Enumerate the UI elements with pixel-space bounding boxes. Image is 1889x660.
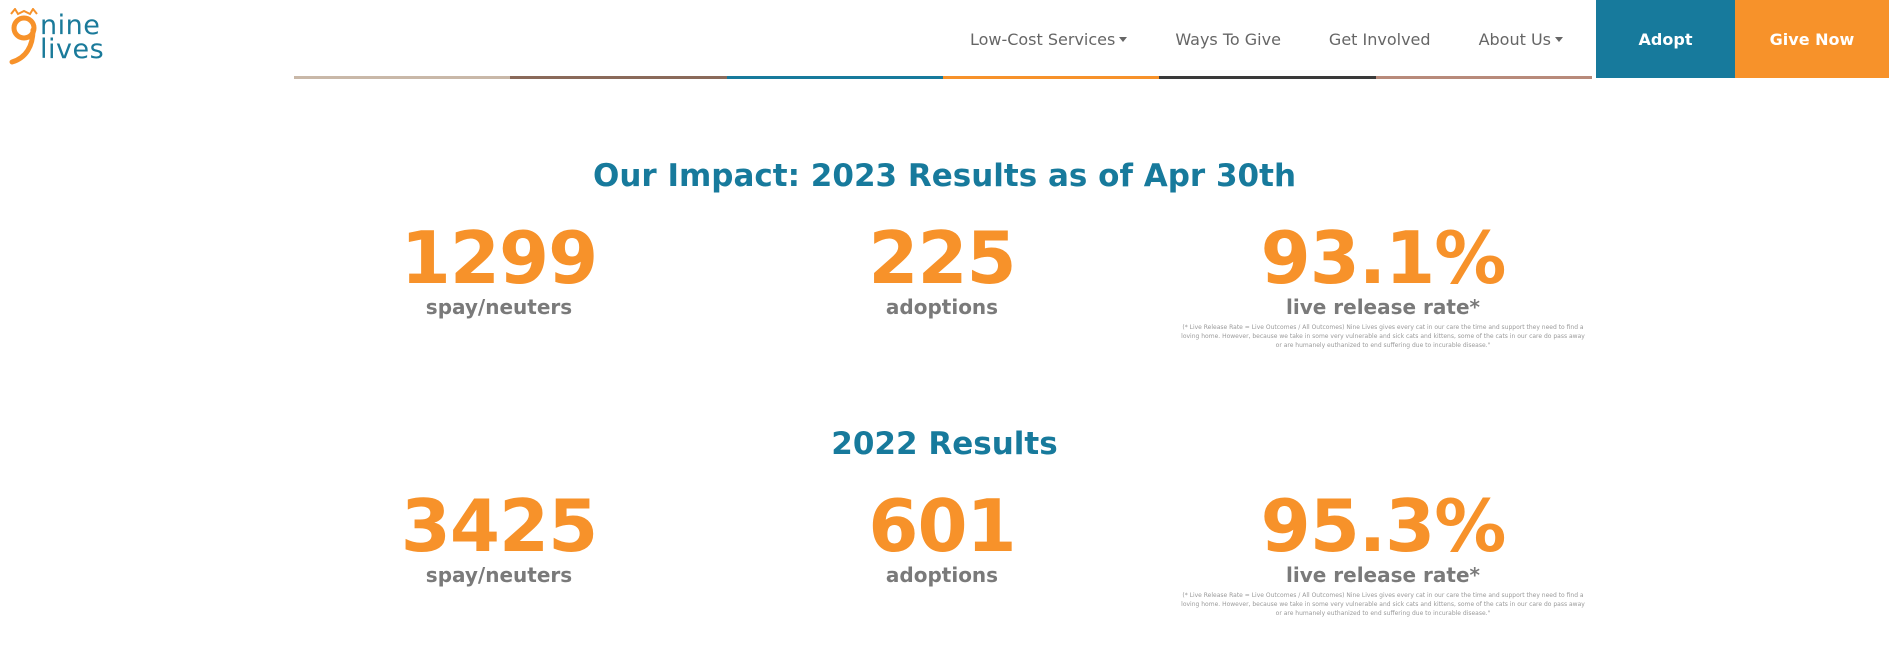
live-release-footnote: (* Live Release Rate = Live Outcomes / A… [1181,592,1585,617]
logo-text-lives: lives [40,34,105,65]
stat-label: spay/neuters [425,295,573,319]
adopt-button[interactable]: Adopt [1596,0,1735,78]
stat-spay-neuters-2023: 1299 spay/neuters [289,222,709,320]
stat-live-release-2022: 95.3% live release rate* (* Live Release… [1173,490,1593,618]
impact-2023-title: Our Impact: 2023 Results as of Apr 30th [592,158,1297,194]
nav-low-cost-services[interactable]: Low-Cost Services [969,29,1128,49]
stat-value: 95.3% [1260,484,1507,568]
stat-adoptions-2022: 601 adoptions [732,490,1152,588]
hero-image-edge [294,76,1592,79]
stat-value: 601 [868,484,1016,568]
stat-value: 1299 [400,216,598,300]
nav-ways-to-give[interactable]: Ways To Give [1175,30,1281,49]
stat-live-release-2023: 93.1% live release rate* (* Live Release… [1173,222,1593,350]
results-2022-title: 2022 Results [831,426,1058,462]
stat-label: spay/neuters [425,563,573,587]
nav-get-involved-label: Get Involved [1328,29,1431,49]
nav-ways-to-give-label: Ways To Give [1175,29,1281,49]
stat-spay-neuters-2022: 3425 spay/neuters [289,490,709,588]
stat-label: live release rate* [1286,563,1480,587]
main-nav: Low-Cost Services Ways To Give Get Invol… [922,0,1563,78]
caret-down-icon [1555,36,1563,42]
live-release-footnote: (* Live Release Rate = Live Outcomes / A… [1181,324,1585,349]
cat-nine-icon [9,8,38,65]
stat-value: 225 [868,216,1016,300]
stat-label: adoptions [885,295,999,319]
stat-value: 93.1% [1260,216,1507,300]
give-now-button[interactable]: Give Now [1735,0,1889,78]
nine-lives-logo[interactable]: nine lives [6,8,116,66]
stat-label: adoptions [885,563,999,587]
nav-low-cost-services-label: Low-Cost Services [969,29,1116,49]
logo-text-nine: nine [40,10,101,41]
nav-about-us-label: About Us [1478,29,1551,49]
nav-about-us[interactable]: About Us [1479,30,1563,49]
site-header: nine lives Low-Cost Services Ways To Giv… [0,0,1889,78]
stat-value: 3425 [400,484,598,568]
nav-get-involved[interactable]: Get Involved [1329,30,1431,49]
stat-adoptions-2023: 225 adoptions [732,222,1152,320]
caret-down-icon [1119,36,1128,42]
stat-label: live release rate* [1286,295,1480,319]
